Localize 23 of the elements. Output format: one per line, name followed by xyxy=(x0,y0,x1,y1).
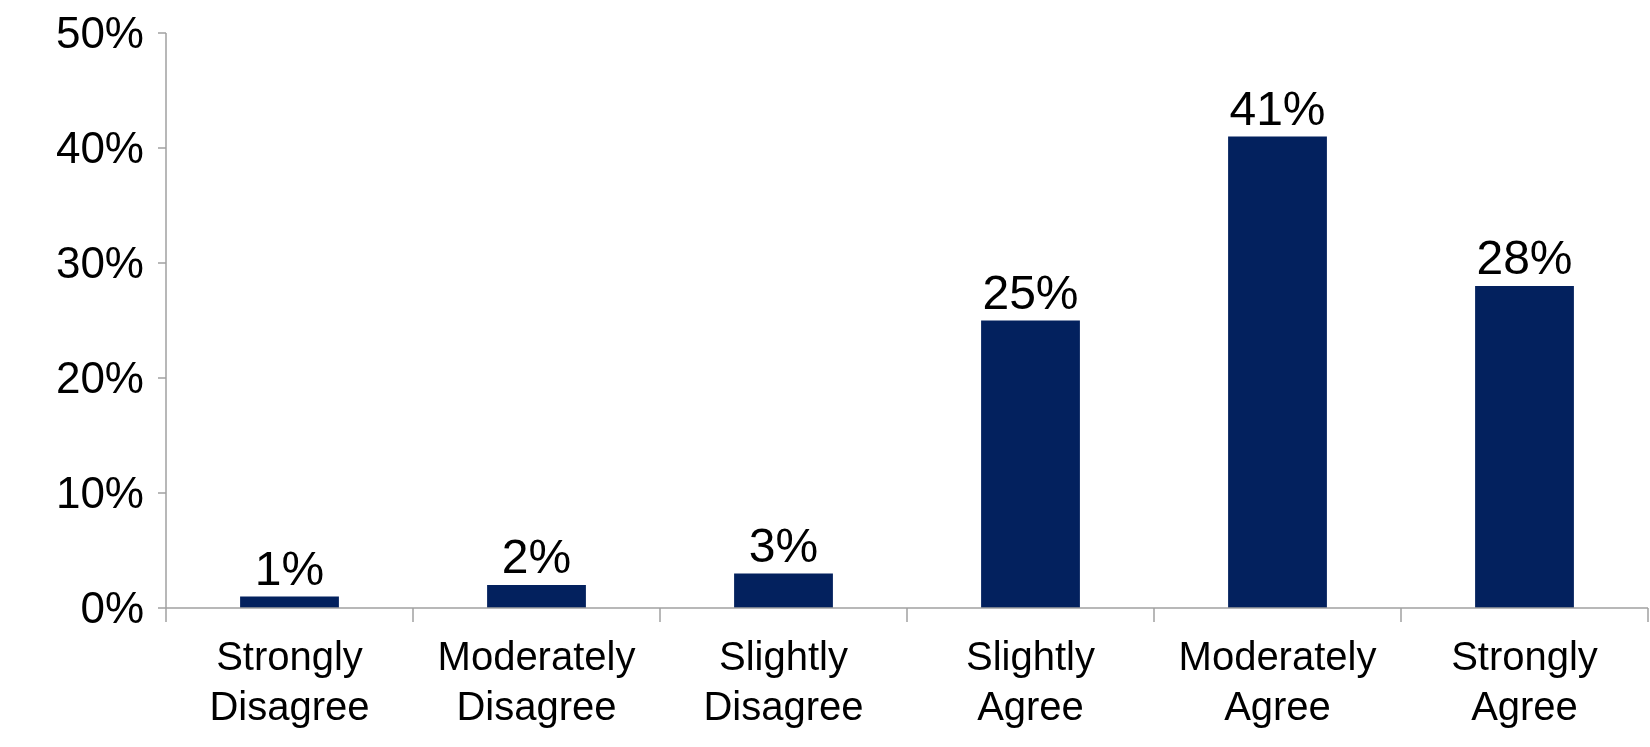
data-label: 41% xyxy=(1229,81,1326,135)
x-tick-label: Slightly Agree xyxy=(966,634,1095,728)
y-tick-label: 20% xyxy=(55,353,144,403)
data-label: 3% xyxy=(748,518,819,572)
bar xyxy=(981,320,1080,608)
y-tick-label: 10% xyxy=(55,468,144,518)
x-tick-label: Moderately Disagree xyxy=(437,634,636,728)
data-label: 25% xyxy=(982,265,1079,319)
x-tick-label: Strongly Disagree xyxy=(209,634,370,728)
y-tick-label: 50% xyxy=(55,8,144,58)
x-tick-label: Moderately Agree xyxy=(1178,634,1377,728)
y-tick-label: 0% xyxy=(80,583,144,633)
bar xyxy=(487,585,586,608)
bar xyxy=(1228,136,1327,608)
x-tick-label: Slightly Disagree xyxy=(703,634,864,728)
bar xyxy=(1475,286,1574,608)
data-label: 2% xyxy=(501,530,572,583)
y-tick-label: 40% xyxy=(55,123,144,173)
x-tick-label: Strongly Agree xyxy=(1451,634,1598,728)
data-label: 1% xyxy=(254,541,325,595)
bar xyxy=(734,573,833,608)
data-label: 28% xyxy=(1476,231,1573,284)
y-tick-label: 30% xyxy=(55,238,144,288)
